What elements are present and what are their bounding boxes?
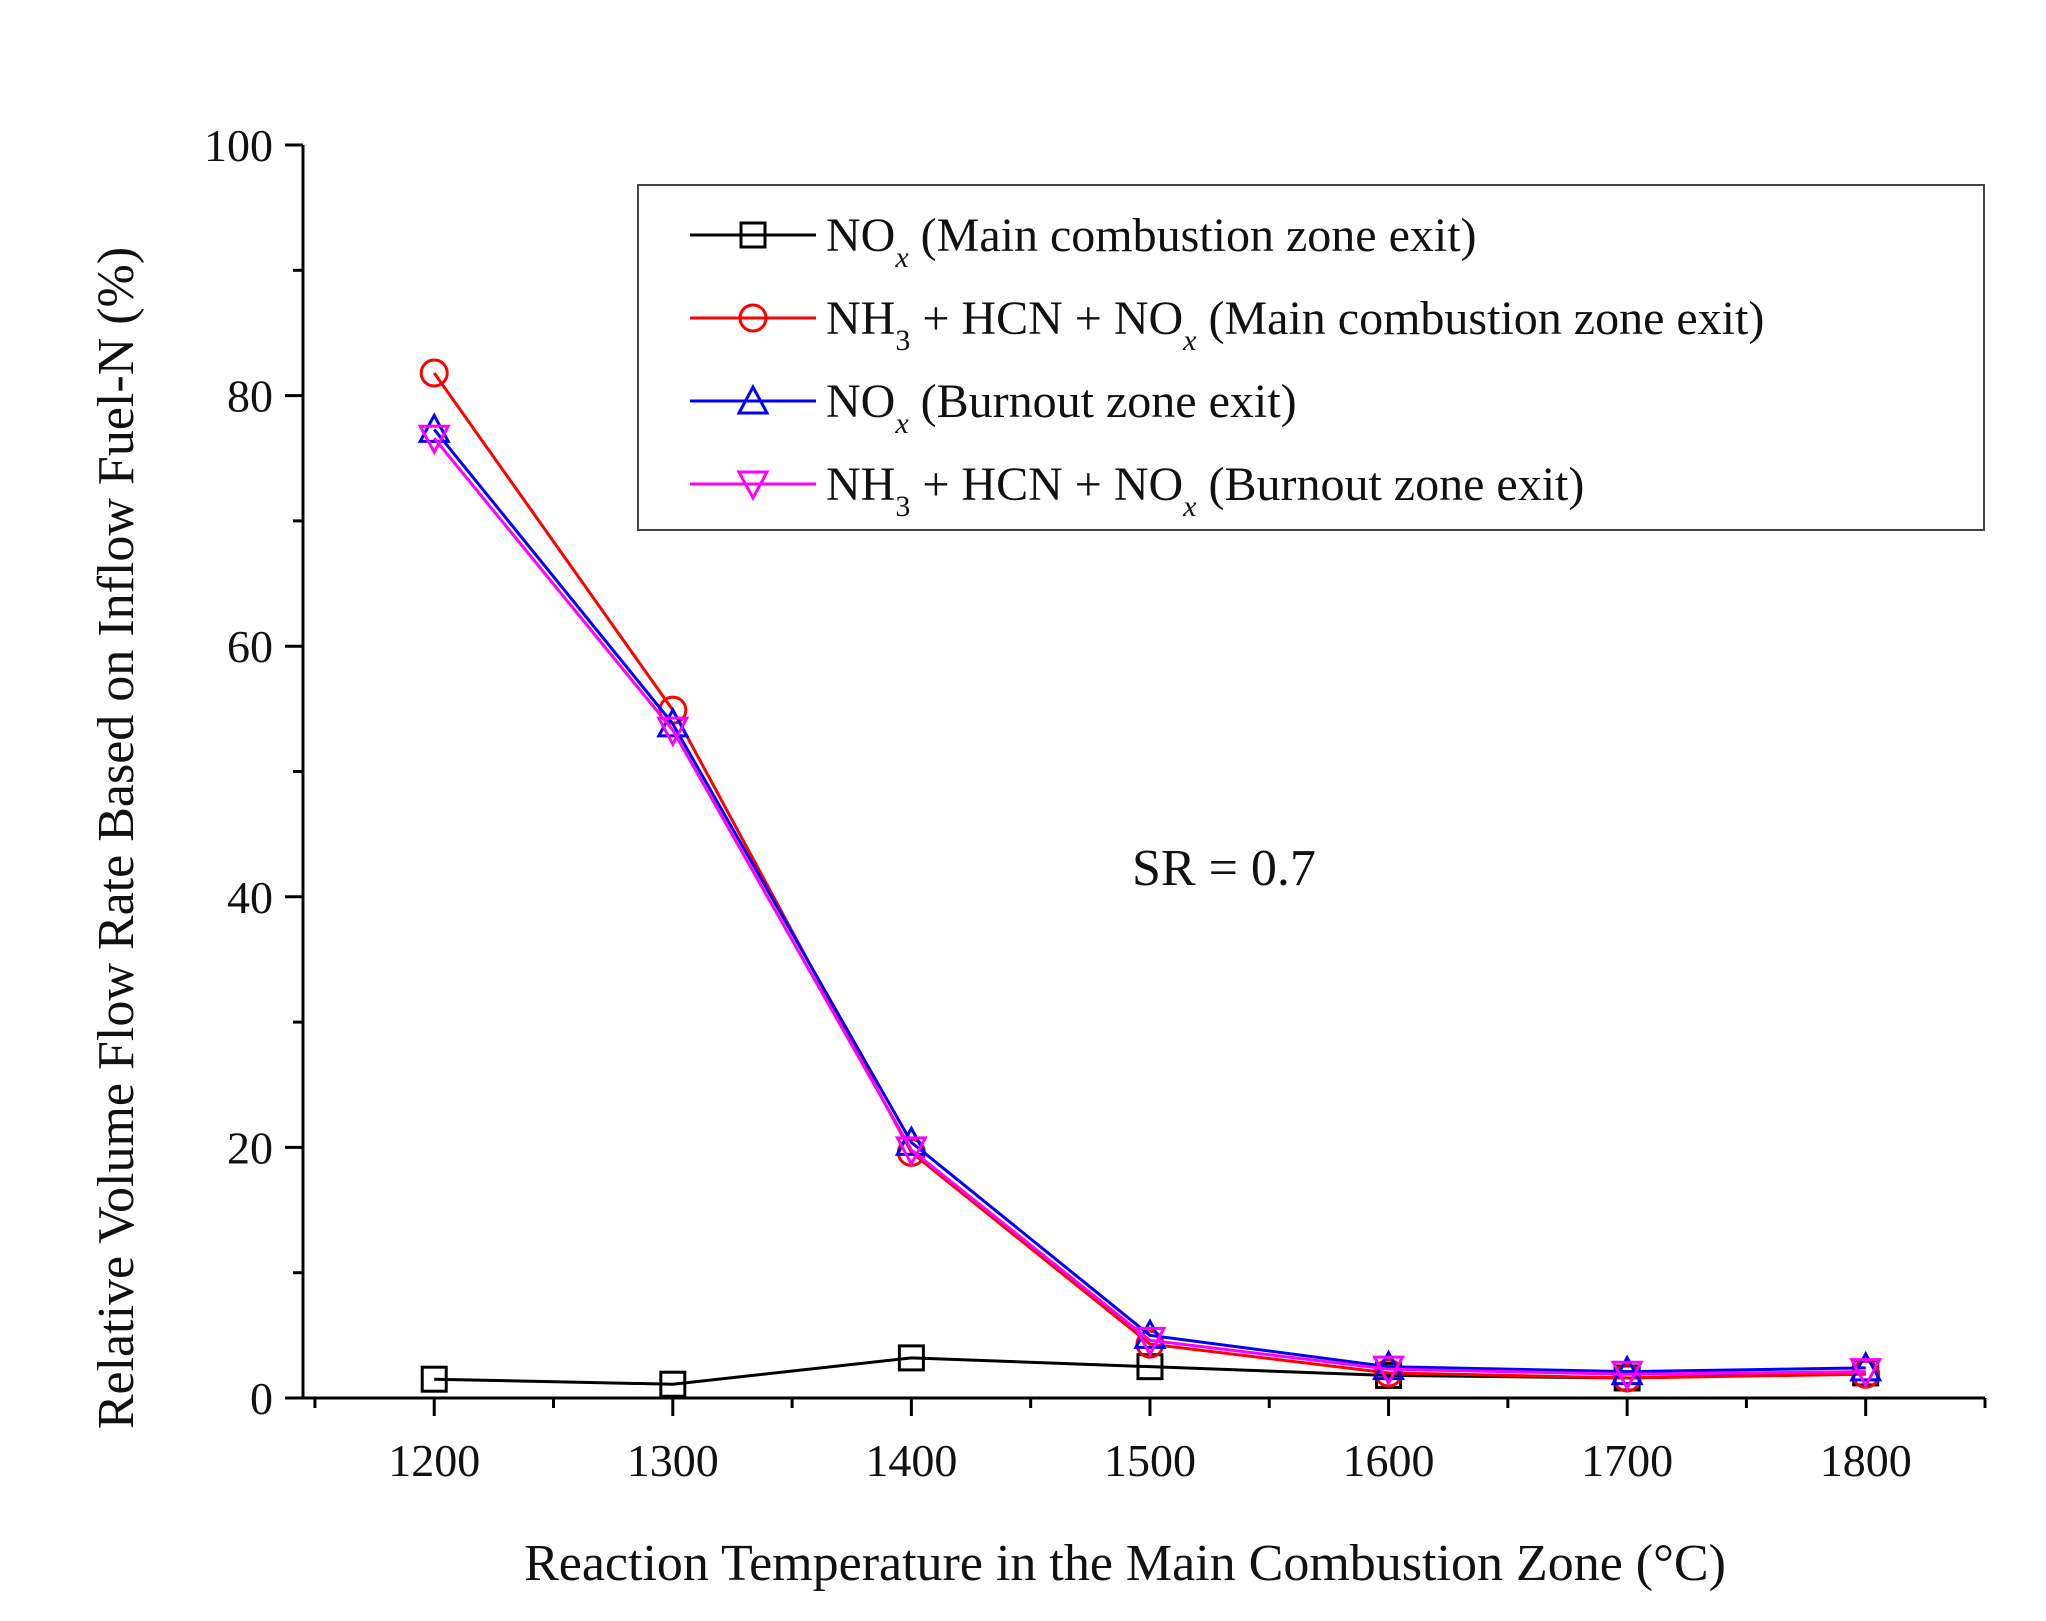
- x-tick-label: 1400: [865, 1435, 957, 1486]
- legend-item: NH3 + HCN + NOx (Burnout zone exit): [690, 458, 1584, 523]
- data-point: [1610, 1354, 1644, 1386]
- data-point: [894, 1125, 928, 1156]
- data-point: [656, 716, 690, 748]
- y-tick-label: 100: [204, 120, 273, 171]
- data-point: [1133, 1326, 1167, 1358]
- legend-marker: [739, 221, 767, 249]
- series-line: [433, 437, 1866, 1376]
- legend-marker: [738, 303, 768, 333]
- legend-marker: [736, 470, 770, 502]
- y-tick-label: 20: [227, 1122, 273, 1173]
- x-axis-title: Reaction Temperature in the Main Combust…: [524, 1535, 1726, 1592]
- x-tick-label: 1300: [627, 1435, 719, 1486]
- legend-label: NOx (Burnout zone exit): [826, 375, 1297, 440]
- series-3: [417, 412, 1883, 1386]
- y-tick-label: 40: [227, 872, 273, 923]
- y-axis-title: Relative Volume Flow Rate Based on Inflo…: [88, 247, 145, 1429]
- data-point: [1610, 1360, 1644, 1392]
- y-tick-label: 0: [250, 1373, 273, 1424]
- legend-label: NOx (Main combustion zone exit): [826, 209, 1477, 274]
- data-point: [1849, 1350, 1883, 1382]
- data-point: [894, 1136, 928, 1168]
- series-line: [433, 428, 1866, 1374]
- legend-box: [637, 184, 1985, 531]
- y-tick-label: 80: [227, 371, 273, 422]
- data-point: [897, 1344, 925, 1372]
- sr-annotation: SR = 0.7: [1132, 840, 1316, 897]
- data-point: [420, 1365, 448, 1393]
- legend-label: NH3 + HCN + NOx (Burnout zone exit): [826, 458, 1584, 523]
- x-tick-label: 1600: [1343, 1435, 1435, 1486]
- legend-label: NH3 + HCN + NOx (Main combustion zone ex…: [826, 292, 1764, 357]
- data-point: [417, 412, 451, 443]
- data-point: [1372, 1355, 1406, 1387]
- legend-item: NOx (Main combustion zone exit): [690, 209, 1477, 274]
- data-point: [659, 1370, 687, 1398]
- x-tick-label: 1500: [1104, 1435, 1196, 1486]
- x-tick-label: 1800: [1820, 1435, 1912, 1486]
- series-4: [417, 424, 1883, 1392]
- y-tick-label: 60: [227, 621, 273, 672]
- legend-item: NH3 + HCN + NOx (Main combustion zone ex…: [690, 292, 1764, 357]
- axes: 0 20 40 60 80 100 1200 1300 1400 1500 1600 1700 1800: [204, 120, 1987, 1486]
- x-tick-label: 1700: [1581, 1435, 1673, 1486]
- series-group: [417, 358, 1883, 1398]
- data-point: [1372, 1349, 1406, 1381]
- x-tick-label: 1200: [388, 1435, 480, 1486]
- legend-item: NOx (Burnout zone exit): [690, 375, 1297, 440]
- axis-labels: Reaction Temperature in the Main Combust…: [88, 247, 1726, 1592]
- data-point: [1849, 1358, 1883, 1389]
- legend-marker: [736, 383, 770, 415]
- data-point: [417, 424, 451, 456]
- data-point: [419, 358, 449, 388]
- legend: NOx (Main combustion zone exit) NH3 + HCN…: [637, 184, 1985, 531]
